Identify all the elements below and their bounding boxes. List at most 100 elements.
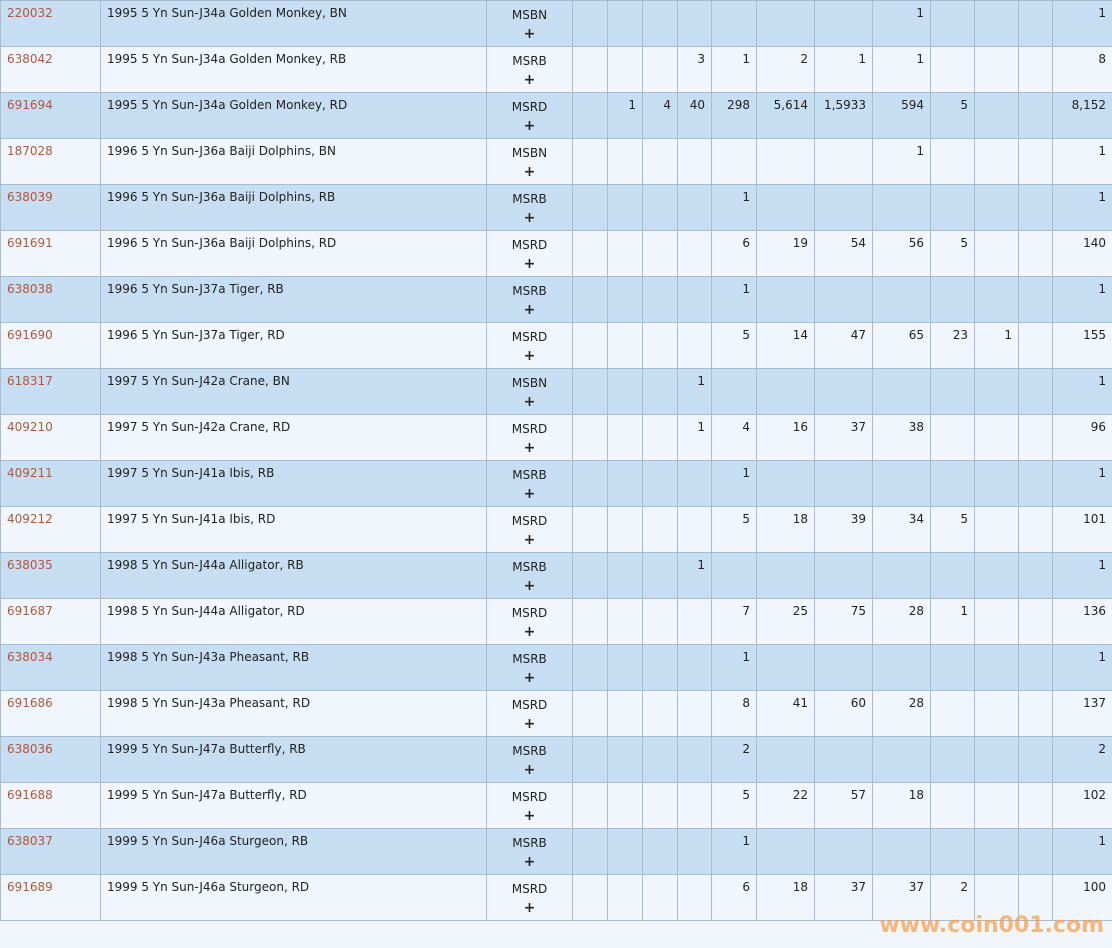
cert-id-cell: 691691 xyxy=(0,230,101,277)
grade-count-cell: 75 xyxy=(814,598,873,645)
total-cell: 1 xyxy=(1052,828,1112,875)
grade-count-cell xyxy=(677,598,712,645)
cert-id-cell: 691687 xyxy=(0,598,101,645)
grade-count-cell xyxy=(642,782,678,829)
cert-id-link[interactable]: 638042 xyxy=(7,52,53,66)
grade-count-cell xyxy=(1018,92,1053,139)
expand-plus-icon[interactable]: + xyxy=(523,670,536,686)
total-cell: 1 xyxy=(1052,0,1112,47)
grade-count-cell xyxy=(607,506,643,553)
grade-count-cell: 594 xyxy=(872,92,931,139)
expand-plus-icon[interactable]: + xyxy=(523,256,536,272)
grade-count-cell: 6 xyxy=(711,230,757,277)
expand-plus-icon[interactable]: + xyxy=(523,210,536,226)
expand-plus-icon[interactable]: + xyxy=(523,394,536,410)
cert-id-link[interactable]: 638034 xyxy=(7,650,53,664)
designation-cell: MSRD + xyxy=(486,690,573,737)
cert-id-link[interactable]: 691687 xyxy=(7,604,53,618)
description-cell: 1999 5 Yn Sun-J46a Sturgeon, RD xyxy=(100,874,487,921)
cert-id-link[interactable]: 618317 xyxy=(7,374,53,388)
grade-count-cell xyxy=(930,414,975,461)
expand-plus-icon[interactable]: + xyxy=(523,348,536,364)
expand-plus-icon[interactable]: + xyxy=(523,72,536,88)
cert-id-link[interactable]: 691690 xyxy=(7,328,53,342)
cert-id-link[interactable]: 638038 xyxy=(7,282,53,296)
grade-count-cell xyxy=(572,414,608,461)
description-cell: 1996 5 Yn Sun-J36a Baiji Dolphins, RD xyxy=(100,230,487,277)
cert-id-link[interactable]: 638035 xyxy=(7,558,53,572)
grade-count-cell xyxy=(1018,276,1053,323)
expand-plus-icon[interactable]: + xyxy=(523,26,536,42)
total-cell: 1 xyxy=(1052,368,1112,415)
designation-cell: MSRB + xyxy=(486,276,573,323)
grade-count-cell: 1 xyxy=(607,92,643,139)
description-cell: 1997 5 Yn Sun-J41a Ibis, RD xyxy=(100,506,487,553)
grade-count-cell xyxy=(642,46,678,93)
expand-plus-icon[interactable]: + xyxy=(523,716,536,732)
expand-plus-icon[interactable]: + xyxy=(523,762,536,778)
total-cell: 1 xyxy=(1052,184,1112,231)
expand-plus-icon[interactable]: + xyxy=(523,578,536,594)
expand-plus-icon[interactable]: + xyxy=(523,440,536,456)
total-cell: 100 xyxy=(1052,874,1112,921)
designation-label: MSRD xyxy=(511,100,548,114)
grade-count-cell: 4 xyxy=(711,414,757,461)
expand-plus-icon[interactable]: + xyxy=(523,808,536,824)
grade-count-cell xyxy=(974,92,1019,139)
description-cell: 1998 5 Yn Sun-J44a Alligator, RD xyxy=(100,598,487,645)
cert-id-link[interactable]: 187028 xyxy=(7,144,53,158)
expand-plus-icon[interactable]: + xyxy=(523,900,536,916)
cert-id-link[interactable]: 691688 xyxy=(7,788,53,802)
designation-cell: MSRB + xyxy=(486,460,573,507)
cert-id-link[interactable]: 638037 xyxy=(7,834,53,848)
cert-id-link[interactable]: 220032 xyxy=(7,6,53,20)
grade-count-cell xyxy=(974,874,1019,921)
grade-count-cell xyxy=(1018,414,1053,461)
cert-id-link[interactable]: 691694 xyxy=(7,98,53,112)
cert-id-link[interactable]: 409212 xyxy=(7,512,53,526)
grade-count-cell: 1 xyxy=(711,276,757,323)
designation-cell: MSBN + xyxy=(486,368,573,415)
grade-count-cell xyxy=(756,644,815,691)
grade-count-cell: 40 xyxy=(677,92,712,139)
cert-id-cell: 638034 xyxy=(0,644,101,691)
expand-plus-icon[interactable]: + xyxy=(523,854,536,870)
table-row: 638039 1996 5 Yn Sun-J36a Baiji Dolphins,… xyxy=(0,184,1112,231)
cert-id-link[interactable]: 691691 xyxy=(7,236,53,250)
grade-count-cell xyxy=(756,184,815,231)
expand-plus-icon[interactable]: + xyxy=(523,624,536,640)
grade-count-cell xyxy=(1018,46,1053,93)
grade-count-cell xyxy=(1018,460,1053,507)
grade-count-cell xyxy=(1018,184,1053,231)
expand-plus-icon[interactable]: + xyxy=(523,164,536,180)
grade-count-cell xyxy=(974,690,1019,737)
expand-plus-icon[interactable]: + xyxy=(523,118,536,134)
cert-id-link[interactable]: 691689 xyxy=(7,880,53,894)
cert-id-link[interactable]: 638039 xyxy=(7,190,53,204)
grade-count-cell xyxy=(572,0,608,47)
total-cell: 1 xyxy=(1052,138,1112,185)
table-row: 409212 1997 5 Yn Sun-J41a Ibis, RD MSRD +5 1… xyxy=(0,506,1112,553)
expand-plus-icon[interactable]: + xyxy=(523,302,536,318)
cert-id-link[interactable]: 409211 xyxy=(7,466,53,480)
expand-plus-icon[interactable]: + xyxy=(523,486,536,502)
grade-count-cell: 1 xyxy=(872,0,931,47)
total-cell: 8,152 xyxy=(1052,92,1112,139)
table-row: 638038 1996 5 Yn Sun-J37a Tiger, RB MSRB +1… xyxy=(0,276,1112,323)
grade-count-cell xyxy=(677,184,712,231)
table-row: 409210 1997 5 Yn Sun-J42a Crane, RD MSRD +1… xyxy=(0,414,1112,461)
grade-count-cell xyxy=(1018,230,1053,277)
designation-label: MSBN xyxy=(511,8,548,22)
cert-id-link[interactable]: 638036 xyxy=(7,742,53,756)
cert-id-link[interactable]: 691686 xyxy=(7,696,53,710)
cert-id-link[interactable]: 409210 xyxy=(7,420,53,434)
table-row: 691687 1998 5 Yn Sun-J44a Alligator, RD MS… xyxy=(0,598,1112,645)
grade-count-cell xyxy=(1018,644,1053,691)
grade-count-cell xyxy=(572,690,608,737)
grade-count-cell xyxy=(974,276,1019,323)
table-row: 638042 1995 5 Yn Sun-J34a Golden Monkey, … xyxy=(0,46,1112,93)
expand-plus-icon[interactable]: + xyxy=(523,532,536,548)
grade-count-cell xyxy=(711,368,757,415)
table-row: 638035 1998 5 Yn Sun-J44a Alligator, RB MS… xyxy=(0,552,1112,599)
designation-label: MSBN xyxy=(511,146,548,160)
